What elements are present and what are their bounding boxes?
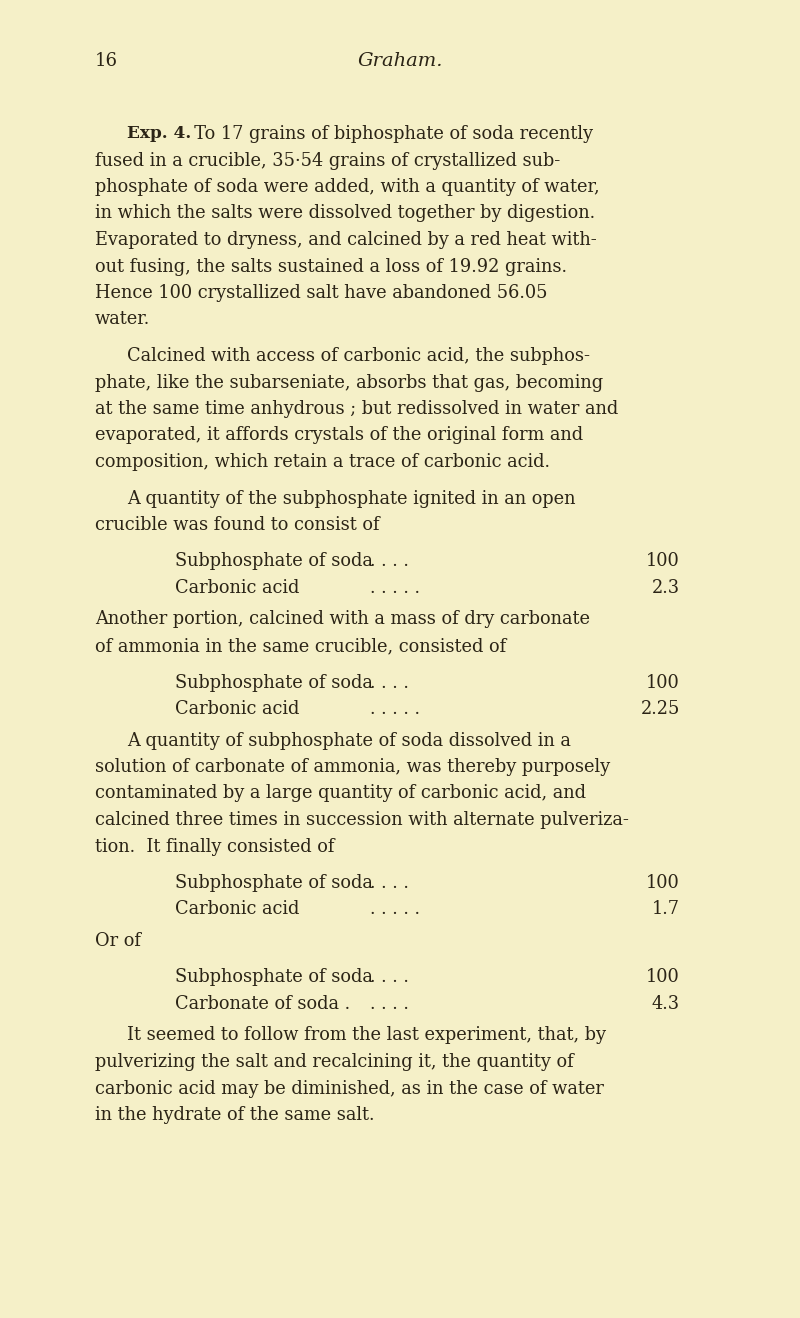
Text: 4.3: 4.3 [652,995,680,1014]
Text: Another portion, calcined with a mass of dry carbonate: Another portion, calcined with a mass of… [95,610,590,629]
Text: solution of carbonate of ammonia, was thereby purposely: solution of carbonate of ammonia, was th… [95,758,610,776]
Text: tion.  It finally consisted of: tion. It finally consisted of [95,837,334,855]
Text: Subphosphate of soda: Subphosphate of soda [175,552,373,571]
Text: phosphate of soda were added, with a quantity of water,: phosphate of soda were added, with a qua… [95,178,600,196]
Text: crucible was found to consist of: crucible was found to consist of [95,517,380,534]
Text: at the same time anhydrous ; but redissolved in water and: at the same time anhydrous ; but redisso… [95,399,618,418]
Text: . . . .: . . . . [370,969,409,986]
Text: A quantity of the subphosphate ignited in an open: A quantity of the subphosphate ignited i… [127,489,575,507]
Text: water.: water. [95,311,150,328]
Text: 100: 100 [646,874,680,892]
Text: Evaporated to dryness, and calcined by a red heat with-: Evaporated to dryness, and calcined by a… [95,231,597,249]
Text: . . . .: . . . . [370,673,409,692]
Text: fused in a crucible, 35·54 grains of crystallized sub-: fused in a crucible, 35·54 grains of cry… [95,152,560,170]
Text: composition, which retain a trace of carbonic acid.: composition, which retain a trace of car… [95,453,550,471]
Text: of ammonia in the same crucible, consisted of: of ammonia in the same crucible, consist… [95,637,506,655]
Text: Subphosphate of soda: Subphosphate of soda [175,969,373,986]
Text: 1.7: 1.7 [652,900,680,919]
Text: 2.25: 2.25 [641,700,680,718]
Text: 2.3: 2.3 [652,579,680,597]
Text: Exp. 4.: Exp. 4. [127,125,191,142]
Text: carbonic acid may be diminished, as in the case of water: carbonic acid may be diminished, as in t… [95,1079,604,1098]
Text: Graham.: Graham. [358,51,442,70]
Text: contaminated by a large quantity of carbonic acid, and: contaminated by a large quantity of carb… [95,784,586,803]
Text: . . . .: . . . . [370,874,409,892]
Text: To 17 grains of biphosphate of soda recently: To 17 grains of biphosphate of soda rece… [182,125,593,142]
Text: Subphosphate of soda: Subphosphate of soda [175,874,373,892]
Text: 16: 16 [95,51,118,70]
Text: Subphosphate of soda: Subphosphate of soda [175,673,373,692]
Text: Hence 100 crystallized salt have abandoned 56.05: Hence 100 crystallized salt have abandon… [95,283,547,302]
Text: . . . . .: . . . . . [370,700,420,718]
Text: . . . . .: . . . . . [370,900,420,919]
Text: . . . . .: . . . . . [370,579,420,597]
Text: 100: 100 [646,552,680,571]
Text: Carbonic acid: Carbonic acid [175,700,299,718]
Text: in the hydrate of the same salt.: in the hydrate of the same salt. [95,1106,374,1124]
Text: . . . .: . . . . [370,552,409,571]
Text: evaporated, it affords crystals of the original form and: evaporated, it affords crystals of the o… [95,427,583,444]
Text: Carbonic acid: Carbonic acid [175,900,299,919]
Text: 100: 100 [646,969,680,986]
Text: . . . .: . . . . [370,995,409,1014]
Text: A quantity of subphosphate of soda dissolved in a: A quantity of subphosphate of soda disso… [127,731,571,750]
Text: Calcined with access of carbonic acid, the subphos-: Calcined with access of carbonic acid, t… [127,347,590,365]
Text: Carbonate of soda .: Carbonate of soda . [175,995,350,1014]
Text: out fusing, the salts sustained a loss of 19.92 grains.: out fusing, the salts sustained a loss o… [95,257,567,275]
Text: It seemed to follow from the last experiment, that, by: It seemed to follow from the last experi… [127,1027,606,1044]
Text: calcined three times in succession with alternate pulveriza-: calcined three times in succession with … [95,811,629,829]
Text: in which the salts were dissolved together by digestion.: in which the salts were dissolved togeth… [95,204,595,223]
Text: 100: 100 [646,673,680,692]
Text: Carbonic acid: Carbonic acid [175,579,299,597]
Text: phate, like the subarseniate, absorbs that gas, becoming: phate, like the subarseniate, absorbs th… [95,373,603,391]
Text: Or of: Or of [95,932,141,950]
Text: pulverizing the salt and recalcining it, the quantity of: pulverizing the salt and recalcining it,… [95,1053,574,1072]
